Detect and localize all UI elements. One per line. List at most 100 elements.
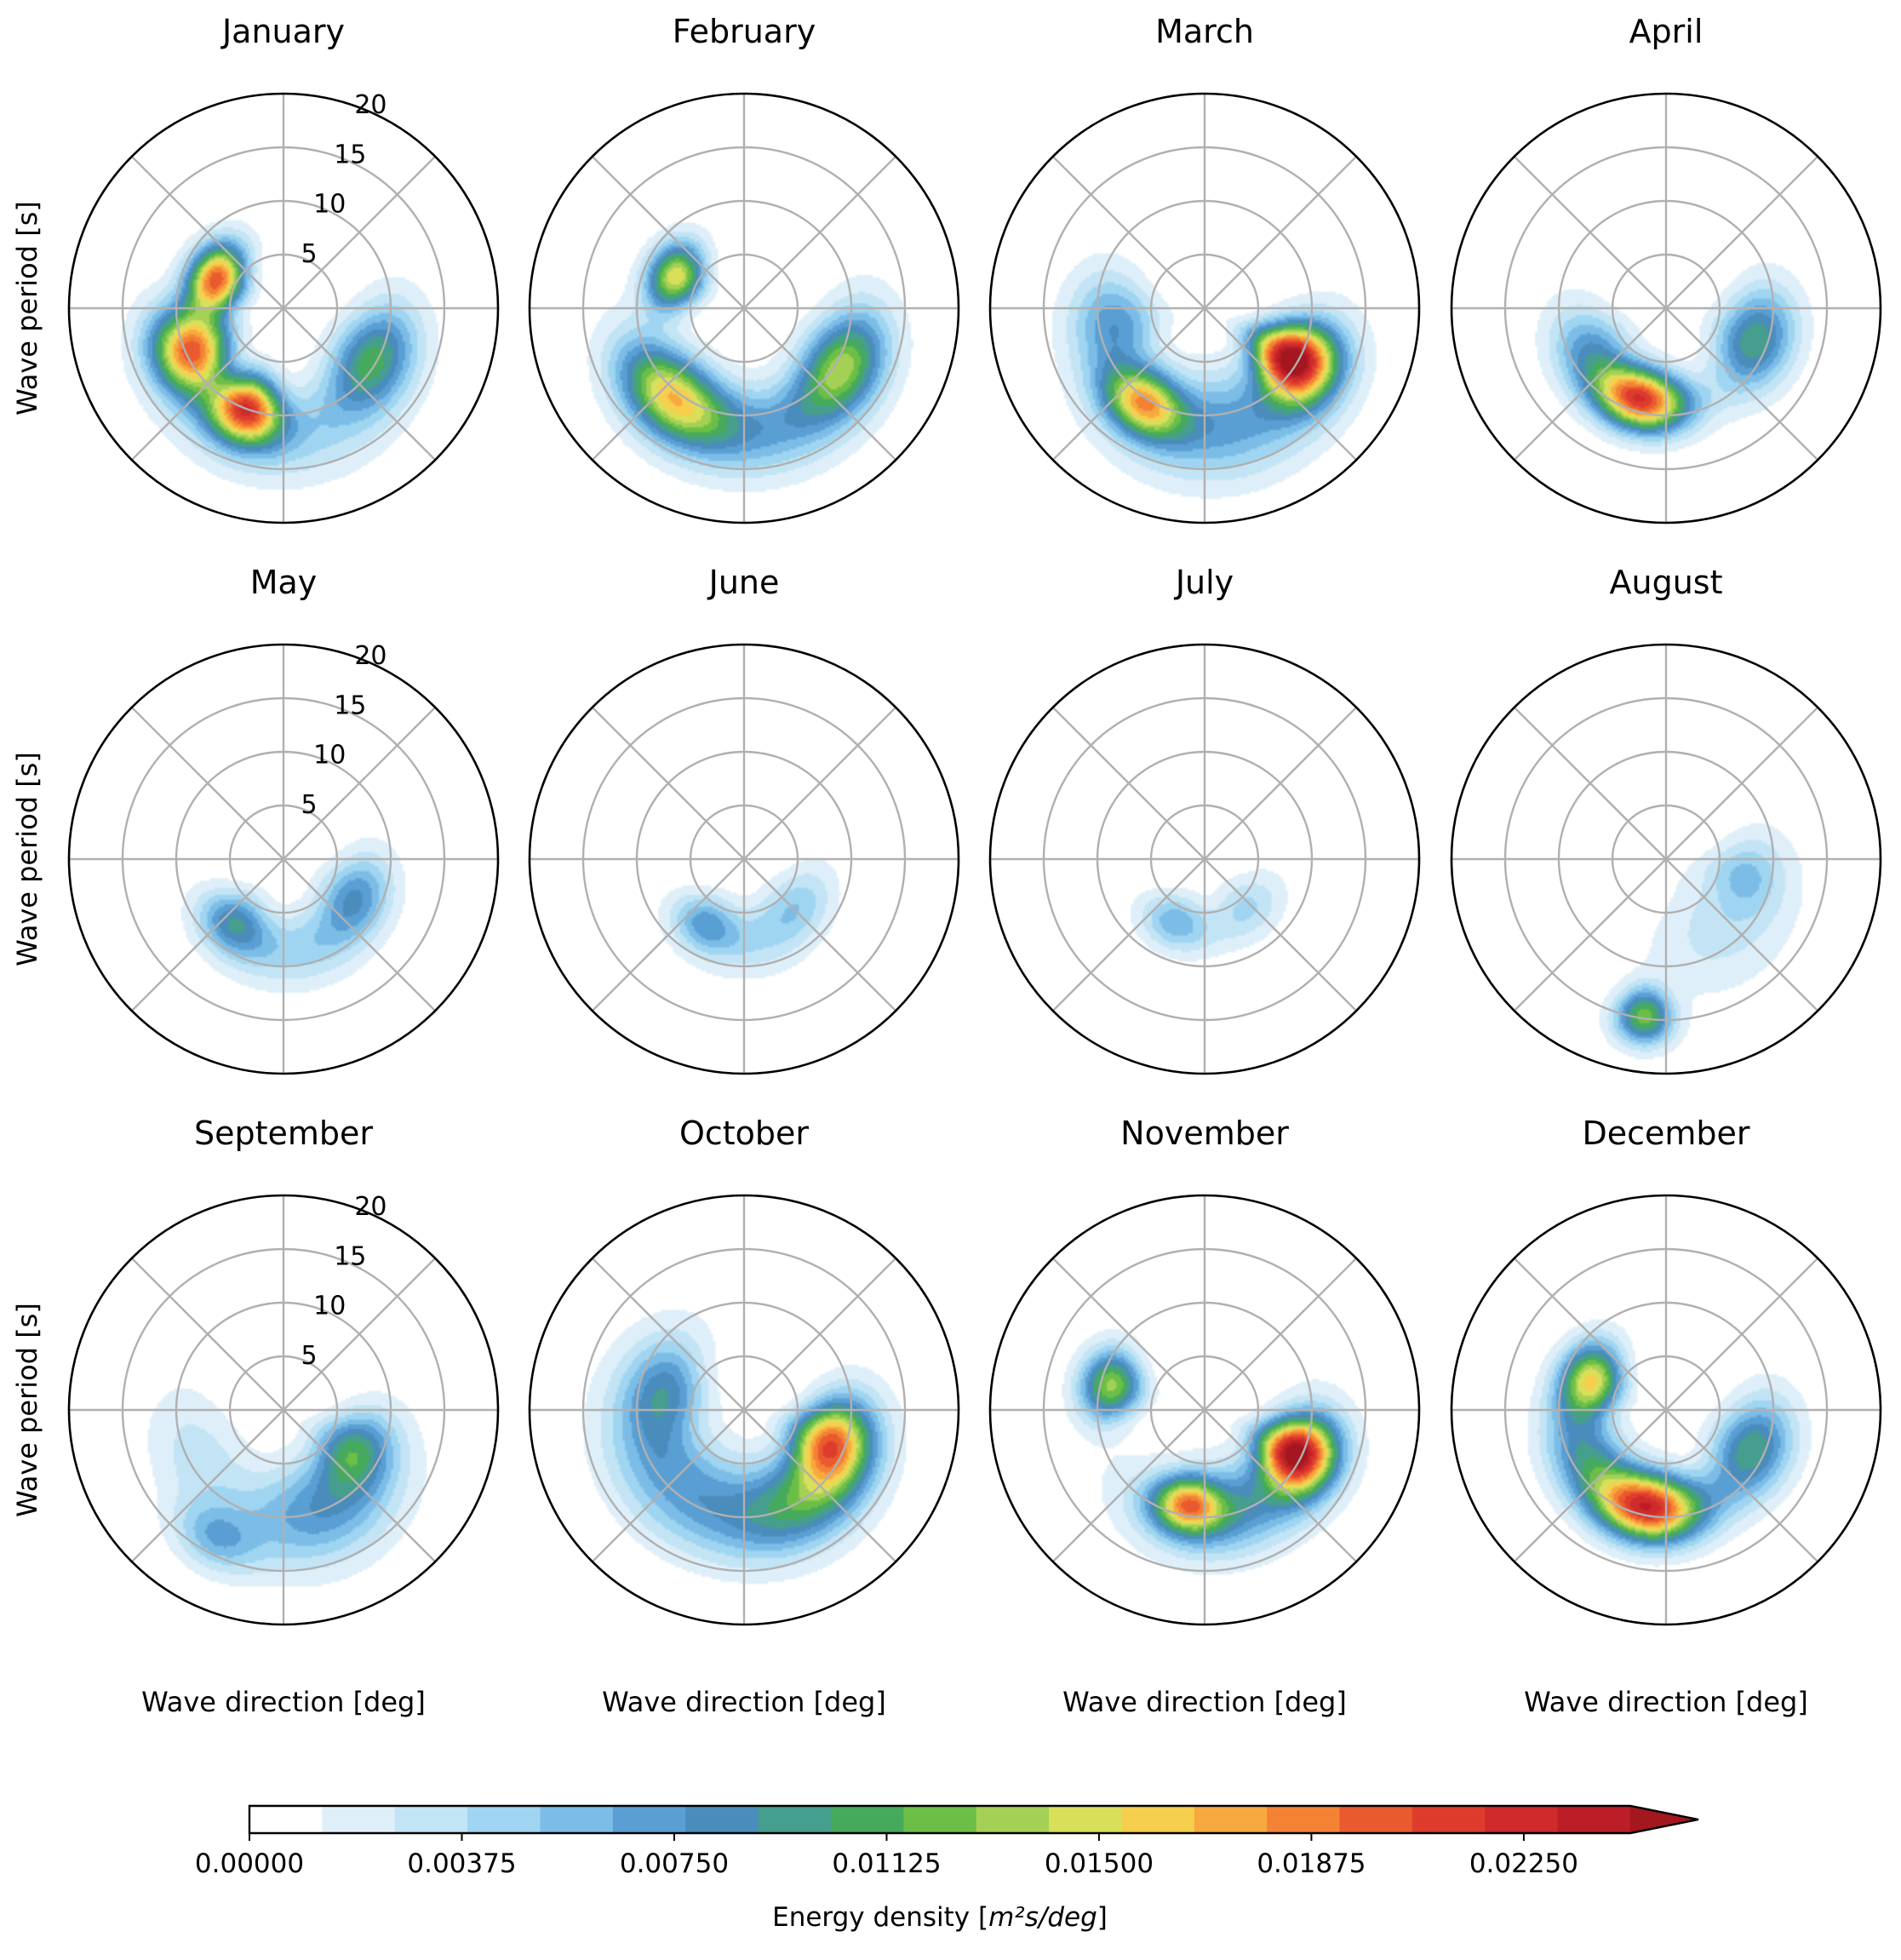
colorbar-level bbox=[1267, 1806, 1341, 1833]
colorbar-level bbox=[1194, 1806, 1268, 1833]
y-axis-label: Wave period [s] bbox=[11, 201, 43, 415]
angular-gridline bbox=[591, 1257, 745, 1411]
colorbar-level bbox=[903, 1806, 977, 1833]
angular-gridline bbox=[1204, 858, 1358, 1012]
angular-gridline bbox=[283, 706, 437, 860]
polar-frame bbox=[988, 643, 1421, 1075]
angular-gridline bbox=[130, 155, 284, 309]
angular-gridline bbox=[283, 1257, 437, 1411]
y-axis-label: Wave period [s] bbox=[11, 752, 43, 966]
panel-title: May bbox=[250, 564, 318, 601]
colorbar-level bbox=[1557, 1806, 1631, 1833]
angular-gridline bbox=[283, 155, 437, 309]
polar-panel-september: September 5 10 15 20 Wave period [s] Wave dire… bbox=[11, 1115, 500, 1718]
panel-title: March bbox=[1155, 13, 1254, 50]
polar-frame bbox=[528, 1194, 960, 1626]
colorbar-level bbox=[685, 1806, 759, 1833]
angular-gridline bbox=[1204, 155, 1358, 309]
polar-frame bbox=[528, 643, 960, 1075]
angular-gridline bbox=[1051, 155, 1205, 309]
panel-title: December bbox=[1582, 1115, 1749, 1152]
angular-gridline bbox=[130, 307, 284, 461]
panel-title: February bbox=[673, 13, 816, 50]
colorbar-tick-label: 0.01125 bbox=[832, 1848, 941, 1879]
colorbar-tick-label: 0.00750 bbox=[620, 1848, 729, 1879]
panels: January 5 10 15 20 Wave period [s] February Mar… bbox=[11, 13, 1882, 1718]
polar-frame bbox=[988, 92, 1421, 524]
polar-panel-december: December Wave direction [deg] bbox=[1450, 1115, 1882, 1718]
colorbar-tick-label: 0.01875 bbox=[1257, 1848, 1366, 1879]
angular-gridline bbox=[1051, 858, 1205, 1012]
angular-gridline bbox=[743, 155, 897, 309]
polar-panel-april: April bbox=[1450, 13, 1882, 524]
polar-panel-march: March bbox=[988, 13, 1421, 524]
angular-gridline bbox=[1204, 1257, 1358, 1411]
colorbar-level bbox=[612, 1806, 686, 1833]
radial-tick-label: 10 bbox=[313, 741, 346, 771]
panel-title: October bbox=[679, 1115, 809, 1152]
radial-tick-label: 15 bbox=[334, 1241, 366, 1271]
colorbar-level bbox=[540, 1806, 614, 1833]
polar-frame bbox=[1450, 643, 1882, 1075]
polar-frame bbox=[988, 1194, 1421, 1626]
y-axis-label: Wave period [s] bbox=[11, 1303, 43, 1517]
angular-gridline bbox=[130, 858, 284, 1012]
angular-gridline bbox=[743, 1409, 897, 1563]
angular-gridline bbox=[743, 1257, 897, 1411]
radial-tick-label: 20 bbox=[354, 1192, 386, 1222]
radial-tick-label: 10 bbox=[313, 1292, 346, 1321]
colorbar-level bbox=[1049, 1806, 1123, 1833]
angular-gridline bbox=[1204, 1409, 1358, 1563]
angular-gridline bbox=[1051, 1257, 1205, 1411]
panel-title: April bbox=[1629, 13, 1703, 50]
angular-gridline bbox=[1051, 307, 1205, 461]
angular-gridline bbox=[743, 307, 897, 461]
angular-gridline bbox=[1665, 1257, 1819, 1411]
panel-title: June bbox=[707, 564, 780, 601]
angular-gridline bbox=[1513, 1257, 1667, 1411]
angular-gridline bbox=[283, 1409, 437, 1563]
colorbar-level bbox=[394, 1806, 468, 1833]
x-axis-label: Wave direction [deg] bbox=[141, 1686, 426, 1718]
angular-gridline bbox=[283, 307, 437, 461]
angular-gridline bbox=[130, 706, 284, 860]
angular-gridline bbox=[591, 307, 745, 461]
angular-gridline bbox=[130, 1257, 284, 1411]
angular-gridline bbox=[591, 155, 745, 309]
polar-frame bbox=[67, 92, 500, 524]
angular-gridline bbox=[591, 706, 745, 860]
angular-gridline bbox=[1051, 706, 1205, 860]
angular-gridline bbox=[1513, 307, 1667, 461]
colorbar-level bbox=[322, 1806, 396, 1833]
radial-tick-label: 20 bbox=[354, 641, 386, 671]
polar-frame bbox=[67, 643, 500, 1075]
angular-gridline bbox=[283, 858, 437, 1012]
colorbar-level bbox=[1339, 1806, 1413, 1833]
polar-frame bbox=[1450, 92, 1882, 524]
radial-tick-label: 10 bbox=[313, 190, 346, 220]
polar-frame bbox=[1450, 1194, 1882, 1626]
angular-gridline bbox=[743, 706, 897, 860]
x-axis-label: Wave direction [deg] bbox=[602, 1686, 886, 1718]
colorbar-level bbox=[976, 1806, 1050, 1833]
polar-frame bbox=[528, 92, 960, 524]
radial-tick-label: 5 bbox=[301, 790, 318, 820]
colorbar: 0.00000 0.00375 0.00750 0.01125 0.01500 0.018… bbox=[195, 1804, 1699, 1933]
polar-panel-june: June bbox=[528, 564, 960, 1075]
panel-title: January bbox=[220, 13, 345, 50]
angular-gridline bbox=[1665, 155, 1819, 309]
colorbar-label: Energy density [m²s/deg] bbox=[772, 1902, 1108, 1933]
colorbar-level bbox=[1121, 1806, 1195, 1833]
angular-gridline bbox=[1665, 307, 1819, 461]
colorbar-outline bbox=[248, 1804, 1699, 1835]
angular-gridline bbox=[591, 1409, 745, 1563]
angular-gridline bbox=[1513, 706, 1667, 860]
radial-tick-label: 15 bbox=[334, 140, 366, 169]
colorbar-level bbox=[467, 1806, 541, 1833]
radial-tick-label: 5 bbox=[301, 1341, 318, 1371]
polar-panel-august: August bbox=[1450, 564, 1882, 1075]
angular-gridline bbox=[1665, 858, 1819, 1012]
radial-tick-label: 20 bbox=[354, 90, 386, 120]
angular-gridline bbox=[1665, 706, 1819, 860]
angular-gridline bbox=[1513, 858, 1667, 1012]
